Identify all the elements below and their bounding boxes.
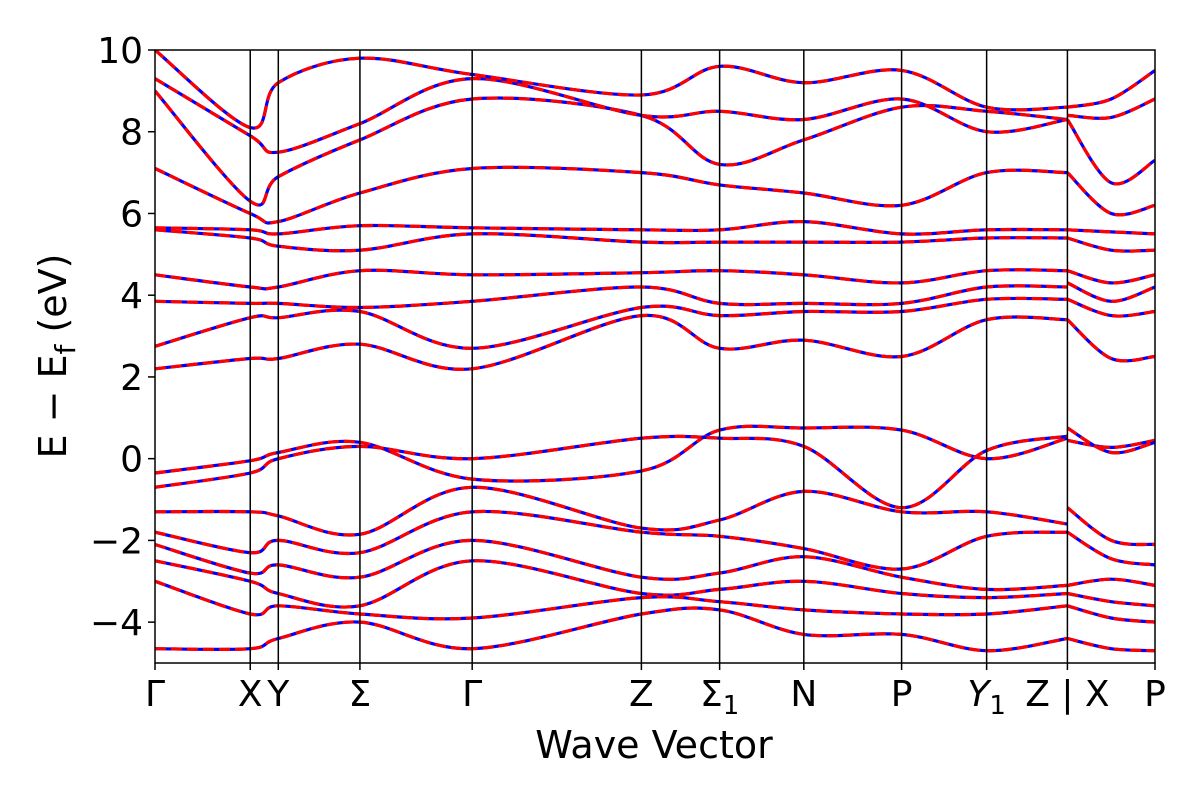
kpoint-label: Σ xyxy=(349,674,372,715)
band-line-blue xyxy=(155,424,1068,483)
band-line-red xyxy=(155,284,1068,310)
band-line-red xyxy=(155,485,1068,537)
band-line-red xyxy=(155,228,1068,253)
band-line-red xyxy=(1066,506,1155,547)
plot-frame xyxy=(154,49,1156,664)
y-tick-label: −2 xyxy=(90,521,143,562)
kpoint-label: Y xyxy=(266,674,290,715)
band-line-red xyxy=(1067,69,1155,109)
band-line-red xyxy=(1066,604,1155,624)
band-line-blue xyxy=(1066,269,1155,285)
band-line-red xyxy=(155,76,1068,155)
band-line-red xyxy=(155,313,1068,371)
y-tick-label: 10 xyxy=(97,31,143,72)
band-line-red xyxy=(1067,636,1155,653)
x-axis-kpoint-labels: Γ X Y Σ Γ Z Σ1 N P Y1 Z | X P xyxy=(145,663,1166,721)
band-line-red xyxy=(155,50,1068,130)
kpoint-label: N xyxy=(790,674,817,715)
bands-layer xyxy=(155,50,1155,653)
band-line-blue xyxy=(1067,591,1155,608)
y-axis-ticks: −4 −2 0 2 4 6 8 10 xyxy=(90,31,155,644)
band-line-blue xyxy=(1067,69,1155,109)
kpoint-label: P xyxy=(1144,674,1166,715)
x-axis-label: Wave Vector xyxy=(535,723,773,767)
band-line-blue xyxy=(1066,171,1155,217)
band-line-red xyxy=(1067,577,1155,587)
kpoint-label: P xyxy=(891,674,913,715)
band-line-blue xyxy=(1066,318,1155,363)
band-line-blue xyxy=(155,50,1068,130)
kpoint-label: X xyxy=(238,674,263,715)
band-line-red xyxy=(155,296,1068,350)
band-line-red xyxy=(1066,118,1155,186)
band-line-red xyxy=(1066,426,1155,455)
band-line-red xyxy=(155,559,1068,609)
band-line-red xyxy=(155,509,1068,571)
band-line-red xyxy=(1066,269,1155,285)
y-tick-label: −4 xyxy=(90,603,143,644)
kpoint-label: Σ1 xyxy=(700,674,739,721)
kpoint-label: Γ xyxy=(145,674,165,715)
band-line-red xyxy=(155,424,1068,483)
band-line-red xyxy=(155,219,1068,236)
band-line-blue xyxy=(1067,636,1155,653)
y-tick-label: 6 xyxy=(120,194,143,235)
band-line-red xyxy=(155,165,1068,225)
band-line-red xyxy=(1066,318,1155,363)
y-tick-label: 0 xyxy=(120,440,143,481)
band-line-red xyxy=(1066,530,1155,567)
band-line-red xyxy=(155,579,1068,621)
kpoint-label: Y1 xyxy=(967,674,1006,721)
band-line-blue xyxy=(155,76,1068,155)
band-line-blue xyxy=(1066,236,1155,253)
y-tick-label: 8 xyxy=(120,113,143,154)
band-line-red xyxy=(1067,591,1155,608)
kpoint-label: Γ xyxy=(462,674,482,715)
kpoint-label: Z xyxy=(629,674,654,715)
band-line-red xyxy=(155,434,1068,510)
band-line-red xyxy=(1067,97,1155,120)
band-line-red xyxy=(1067,228,1155,236)
band-line-red xyxy=(1066,236,1155,253)
y-tick-label: 4 xyxy=(120,276,143,317)
band-line-red xyxy=(155,538,1068,592)
band-line-red xyxy=(1066,281,1155,303)
band-line-red xyxy=(1067,438,1155,450)
band-line-blue xyxy=(1066,118,1155,186)
y-axis-label: E − Ef (eV) xyxy=(31,254,82,459)
band-line-red xyxy=(1066,297,1155,318)
band-line-red xyxy=(155,268,1068,291)
band-line-blue xyxy=(1066,426,1155,455)
y-tick-label: 2 xyxy=(120,358,143,399)
band-line-red xyxy=(155,606,1068,653)
kpoint-lines xyxy=(249,50,1069,663)
band-line-blue xyxy=(1066,281,1155,303)
kpoint-label: Z | X xyxy=(1025,674,1109,715)
band-line-blue xyxy=(1066,604,1155,624)
band-line-blue xyxy=(1067,97,1155,120)
